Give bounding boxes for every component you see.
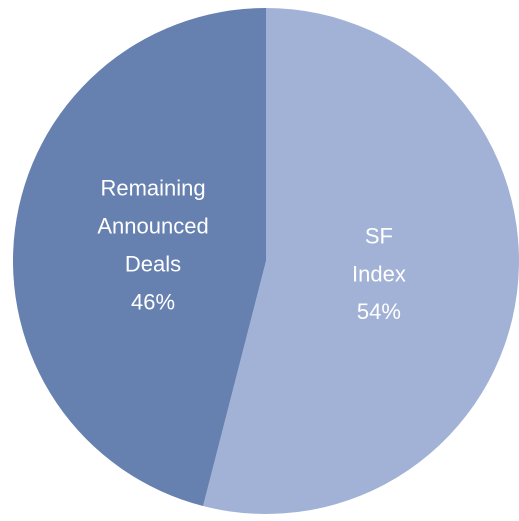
label-line: SF <box>365 223 393 248</box>
pie-slice <box>12 7 267 507</box>
label-line: Index <box>352 261 406 286</box>
slice-percent: 46% <box>131 290 175 315</box>
slice-percent: 54% <box>357 299 401 324</box>
label-line: Remaining <box>100 176 205 201</box>
slice-label: Remaining Announced Deals <box>97 176 208 277</box>
slice-label: SF Index <box>352 223 406 286</box>
label-line: Deals <box>125 252 181 277</box>
label-line: Announced <box>97 214 208 239</box>
pie-slice <box>203 8 519 514</box>
